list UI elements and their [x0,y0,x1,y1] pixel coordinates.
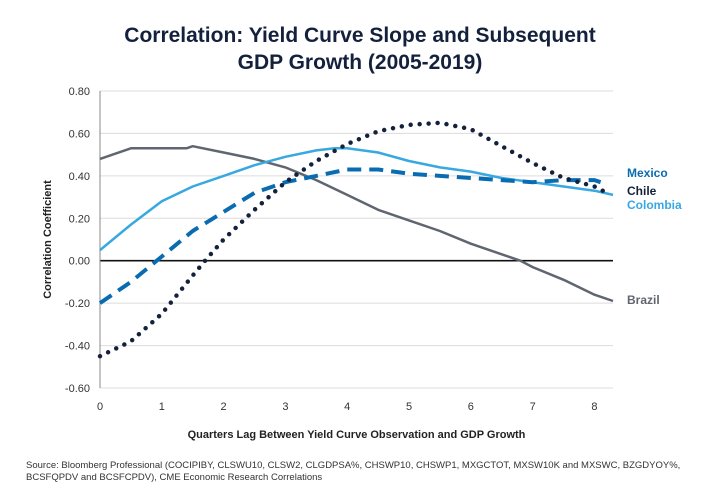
x-axis-label: Quarters Lag Between Yield Curve Observa… [188,429,526,441]
y-tick-label: -0.20 [65,298,90,310]
chart-title: Correlation: Yield Curve Slope and Subse… [0,22,720,76]
legend-label-colombia: Colombia [627,198,682,212]
legend-label-brazil: Brazil [627,293,660,307]
x-tick-label: 5 [406,401,412,413]
y-tick-label: 0.80 [69,86,90,98]
y-tick-label: -0.40 [65,341,90,353]
series-line-chile [97,120,610,359]
x-tick-label: 1 [159,401,165,413]
title-line-2: GDP Growth (2005-2019) [237,51,483,74]
series-line-mexico [98,167,602,305]
legend-label-chile: Chile [627,184,657,198]
x-tick-label: 8 [591,401,597,413]
legend-label-mexico: Mexico [627,166,668,180]
title-line-1: Correlation: Yield Curve Slope and Subse… [124,24,596,47]
y-tick-label: 0.60 [69,128,90,140]
y-tick-label: 0.00 [69,256,90,268]
source-note: Source: Bloomberg Professional (COCIPIBY… [26,460,681,483]
x-tick-label: 2 [221,401,227,413]
y-tick-label: 0.20 [69,213,90,225]
series-line-brazil [99,144,614,303]
y-tick-label: 0.40 [69,171,90,183]
x-tick-label: 7 [530,401,536,413]
x-tick-label: 4 [344,401,350,413]
y-tick-label: -0.60 [65,383,90,395]
x-tick-label: 0 [97,401,103,413]
y-axis-label: Correlation Coefficient [42,180,54,299]
x-tick-label: 6 [468,401,474,413]
x-tick-label: 3 [282,401,288,413]
